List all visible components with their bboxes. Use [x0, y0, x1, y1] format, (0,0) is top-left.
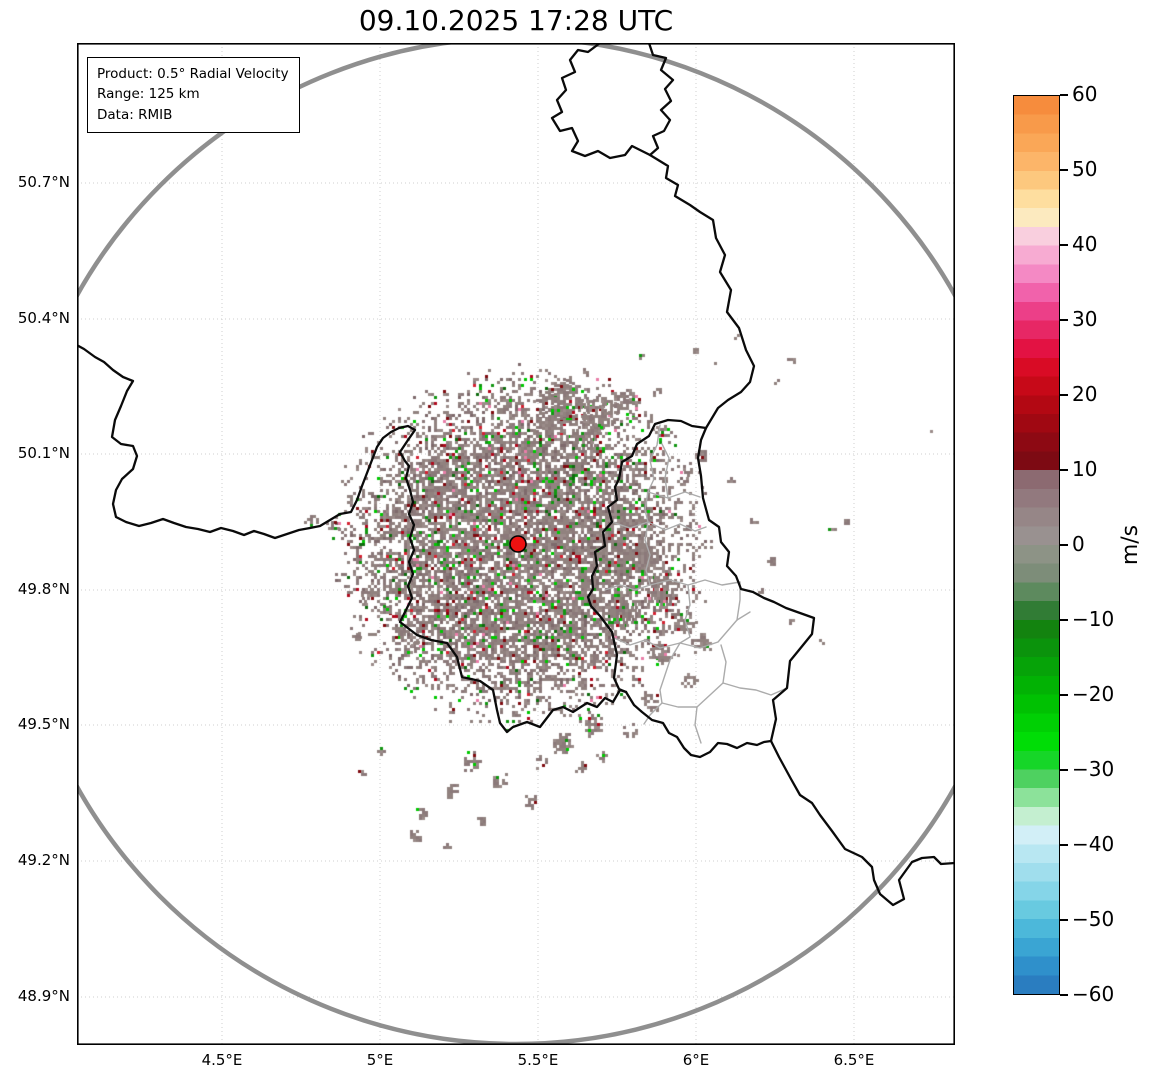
- page-title: 09.10.2025 17:28 UTC: [77, 4, 955, 37]
- lon-tick-label: 5°E: [335, 1051, 425, 1069]
- colorbar-tick: [1060, 169, 1068, 171]
- colorbar-tick-label: 20: [1072, 382, 1142, 406]
- colorbar-tick-label: 0: [1072, 532, 1142, 556]
- province-border: [645, 425, 660, 585]
- colorbar-tick: [1060, 844, 1068, 846]
- info-line-data: Data: RMIB: [97, 105, 289, 125]
- country-border: [626, 692, 771, 757]
- province-border: [680, 612, 750, 648]
- colorbar-tick-label: −60: [1072, 982, 1142, 1006]
- lat-tick-label: 49.5°N: [0, 715, 70, 733]
- colorbar-tick: [1060, 469, 1068, 471]
- lat-tick-label: 49.8°N: [0, 580, 70, 598]
- lon-tick-label: 4.5°E: [177, 1051, 267, 1069]
- colorbar-tick-label: −30: [1072, 757, 1142, 781]
- lon-tick-label: 6°E: [651, 1051, 741, 1069]
- info-line-product: Product: 0.5° Radial Velocity: [97, 64, 289, 84]
- province-border: [662, 444, 669, 498]
- colorbar-tick: [1060, 769, 1068, 771]
- province-border: [614, 585, 690, 648]
- map-border-layer: [77, 43, 955, 1045]
- province-border: [695, 707, 701, 743]
- country-border: [552, 43, 673, 158]
- province-border: [612, 522, 706, 531]
- colorbar-tick-label: 30: [1072, 307, 1142, 331]
- colorbar-tick: [1060, 544, 1068, 546]
- colorbar-tick-label: −50: [1072, 907, 1142, 931]
- country-border: [588, 420, 706, 692]
- province-border: [648, 492, 700, 498]
- lat-tick-label: 50.4°N: [0, 309, 70, 327]
- lat-tick-label: 50.7°N: [0, 173, 70, 191]
- colorbar-tick-label: 50: [1072, 157, 1142, 181]
- colorbar-tick: [1060, 244, 1068, 246]
- lat-tick-label: 49.2°N: [0, 851, 70, 869]
- colorbar: [1013, 95, 1060, 995]
- lat-tick-label: 48.9°N: [0, 987, 70, 1005]
- info-line-range: Range: 125 km: [97, 84, 289, 104]
- colorbar-tick-label: −20: [1072, 682, 1142, 706]
- colorbar-tick: [1060, 994, 1068, 996]
- colorbar-tick: [1060, 94, 1068, 96]
- colorbar-tick-label: −10: [1072, 607, 1142, 631]
- colorbar-tick: [1060, 694, 1068, 696]
- lat-tick-label: 50.1°N: [0, 444, 70, 462]
- info-box: Product: 0.5° Radial Velocity Range: 125…: [87, 57, 300, 133]
- colorbar-tick-label: 40: [1072, 232, 1142, 256]
- radar-figure: 09.10.2025 17:28 UTC Product: 0.5° Radia…: [0, 0, 1171, 1081]
- colorbar-tick-label: 10: [1072, 457, 1142, 481]
- colorbar-tick-label: −40: [1072, 832, 1142, 856]
- province-border: [605, 580, 740, 620]
- lon-tick-label: 5.5°E: [493, 1051, 583, 1069]
- colorbar-tick: [1060, 919, 1068, 921]
- radar-site-dot: [510, 536, 526, 552]
- country-border: [77, 343, 626, 732]
- colorbar-tick: [1060, 394, 1068, 396]
- province-border: [721, 645, 726, 683]
- colorbar-tick-label: 60: [1072, 82, 1142, 106]
- lon-tick-label: 6.5°E: [809, 1051, 899, 1069]
- colorbar-tick: [1060, 319, 1068, 321]
- colorbar-tick: [1060, 619, 1068, 621]
